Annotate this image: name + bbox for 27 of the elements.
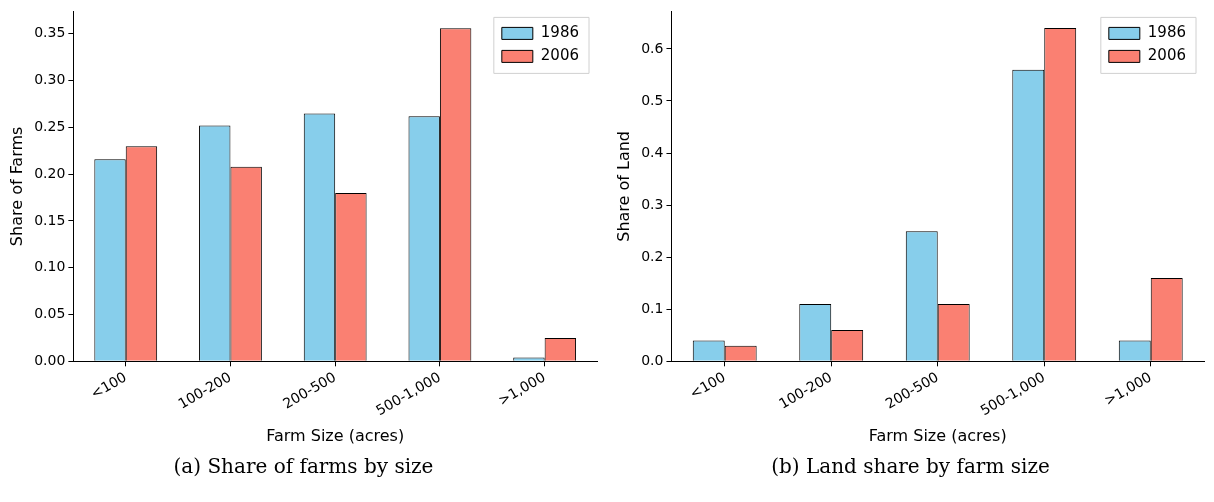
y-tick-label: 0.10 <box>34 258 66 275</box>
y-tick-label: 0.25 <box>34 118 66 135</box>
x-tick-label: <100 <box>87 368 130 402</box>
text: (b) Land share by farm size <box>770 454 1051 478</box>
y-tick-label: 0.05 <box>34 305 66 322</box>
y-tick-label: 0.2 <box>641 247 664 264</box>
y-tick-label: 0.20 <box>34 164 66 181</box>
y-tick-label: 0.30 <box>34 71 66 88</box>
y-tick-label: 0.6 <box>641 39 664 56</box>
y-tick-label: 0.0 <box>641 351 664 368</box>
y-tick-label: 0.00 <box>34 351 66 368</box>
x-tick-label: <100 <box>686 368 729 402</box>
legend-label: 2006 <box>1147 46 1187 65</box>
y-tick-label: 0.1 <box>641 299 664 316</box>
y-tick-label: 0.4 <box>641 143 664 160</box>
y-tick-label: 0.35 <box>34 24 66 41</box>
y-axis-title: Share of Land <box>613 130 633 242</box>
y-tick-label: 0.15 <box>34 211 66 228</box>
y-axis-title: Share of Farms <box>6 126 26 247</box>
legend-label: 1986 <box>540 23 580 42</box>
y-tick-label: 0.5 <box>641 91 664 108</box>
x-axis-title: Farm Size (acres) <box>868 425 1007 445</box>
legend-label: 1986 <box>1147 23 1187 42</box>
y-tick-label: 0.3 <box>641 195 664 212</box>
text: (a) Share of farms by size <box>172 454 435 478</box>
x-axis-title: Farm Size (acres) <box>266 425 405 445</box>
legend-label: 2006 <box>540 46 580 65</box>
